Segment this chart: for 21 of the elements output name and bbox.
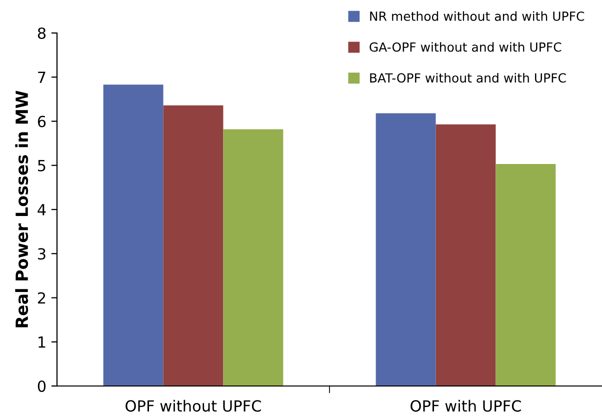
bar	[223, 129, 284, 386]
bar	[496, 164, 556, 386]
y-tick-label: 1	[38, 336, 46, 348]
y-tick-label: 6	[38, 116, 46, 128]
y-tick-label: 0	[38, 380, 46, 392]
legend-label: NR method without and with UPFC	[370, 11, 584, 21]
legend-label: GA-OPF without and with UPFC	[370, 42, 562, 52]
x-tick-label: OPF without UPFC	[126, 400, 261, 412]
y-tick-label: 8	[38, 27, 46, 40]
x-tick-label: OPF with UPFC	[410, 400, 521, 412]
y-tick-label: 2	[38, 292, 46, 304]
y-tick-label: 5	[38, 160, 46, 172]
bar	[103, 84, 164, 386]
bar	[436, 124, 496, 386]
y-axis-title: Real Power Losses in MW	[15, 90, 28, 328]
y-tick-label: 4	[38, 204, 46, 216]
bar	[163, 105, 224, 386]
legend-label: BAT-OPF without and with UPFC	[370, 72, 566, 83]
y-tick-label: 7	[38, 72, 46, 83]
y-tick-label: 3	[38, 248, 46, 260]
bar	[376, 113, 436, 386]
